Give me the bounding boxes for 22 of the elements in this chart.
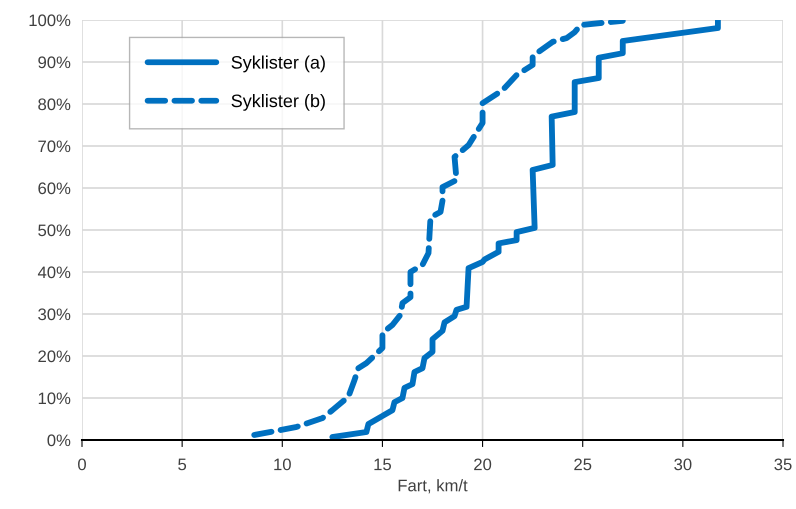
x-tick-label: 10	[274, 458, 291, 470]
y-tick-label: 80%	[38, 98, 70, 110]
y-tick-label: 50%	[38, 224, 70, 236]
x-tick-label: 0	[78, 458, 86, 470]
legend-label: Syklister (a)	[232, 55, 325, 72]
x-tick-label: 35	[774, 458, 792, 470]
y-tick-label: 100%	[30, 14, 70, 26]
y-tick-label: 60%	[38, 182, 70, 194]
x-tick-label: 5	[178, 458, 186, 470]
legend-label: Syklister (b)	[232, 94, 325, 111]
y-tick-label: 10%	[38, 392, 70, 404]
x-tick-label: 20	[474, 458, 492, 470]
y-tick-label: 20%	[38, 350, 70, 362]
x-tick-label: 25	[574, 458, 592, 470]
x-axis-title: Fart, km/t	[398, 479, 468, 494]
y-tick-label: 70%	[38, 140, 70, 152]
x-tick-label: 30	[674, 458, 692, 470]
y-tick-label: 0%	[47, 434, 70, 446]
x-tick-label: 15	[374, 458, 391, 470]
y-tick-label: 40%	[38, 266, 70, 278]
y-tick-label: 30%	[38, 308, 70, 320]
y-tick-label: 90%	[38, 56, 70, 68]
